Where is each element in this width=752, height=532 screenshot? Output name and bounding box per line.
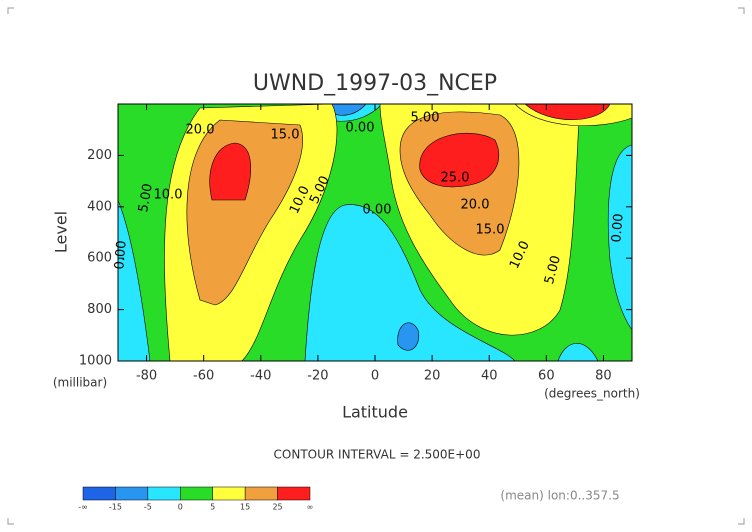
colorbar-label: -5 [144,503,152,512]
annotation: (mean) lon:0..357.5 [500,489,619,503]
contour-label: 0.00 [346,121,375,136]
colorbar-label: ∞ [307,503,314,512]
y-tick-label: 400 [87,199,112,214]
x-tick-label: -20 [307,369,328,384]
contour-region [209,142,252,201]
colorbar-swatch [147,486,181,501]
x-tick-label: -80 [136,369,157,384]
colorbar-label: -15 [109,503,122,512]
corner-marks [7,7,745,525]
x-axis-unit: (degrees_north) [544,387,640,401]
y-tick-label: 600 [87,251,112,266]
x-tick-label: 80 [595,369,612,384]
contour-label: 15.0 [271,128,300,143]
contour-label: 20.0 [461,198,490,213]
colorbar-swatch [180,486,213,501]
y-tick-label: 1000 [79,354,112,369]
contour-region [607,144,633,331]
colorbar-label: 15 [240,503,250,512]
contour-interval: CONTOUR INTERVAL = 2.500E+00 [274,448,481,462]
colorbar-label: -∞ [78,503,88,512]
y-axis-label: Level [52,211,71,253]
colorbar-swatch [244,486,278,501]
contour-label: 0.00 [609,213,626,243]
contour-label: 10.0 [154,188,183,203]
contour-label: 0.00 [363,203,392,218]
colorbar-swatch [277,486,311,501]
y-axis-unit: (millibar) [53,376,107,390]
x-tick-label: -60 [193,369,214,384]
contour-label: 5.00 [542,254,564,286]
contour-region [304,204,516,362]
x-tick-label: -40 [250,369,271,384]
contour-label: 0.00 [112,240,129,270]
contour-region [397,322,420,351]
contour-region [419,133,500,188]
x-tick-label: 0 [371,369,379,384]
x-tick-label: 60 [538,369,555,384]
y-tick-label: 200 [87,148,112,163]
colorbar-swatch [115,486,149,501]
x-tick-label: 20 [424,369,441,384]
colorbar-swatch [212,486,246,501]
contour-label: 15.0 [476,223,505,238]
colorbar-label: 5 [210,503,215,512]
contour-label: 5.00 [136,182,156,213]
contour-label: 5.00 [411,111,440,126]
colorbar-label: 25 [272,503,282,512]
colorbar-swatch [82,486,116,501]
x-tick-label: 40 [481,369,498,384]
y-tick-label: 800 [87,302,112,317]
contour-label: 20.0 [186,123,215,138]
plot-area: 20.0 15.010.05.000.0010.05.000.005.000.00… [112,103,633,362]
x-axis-label: Latitude [342,403,408,422]
chart-title: UWND_1997-03_NCEP [253,71,497,96]
contour-label: 25.0 [441,171,470,186]
colorbar-label: 0 [178,503,183,512]
